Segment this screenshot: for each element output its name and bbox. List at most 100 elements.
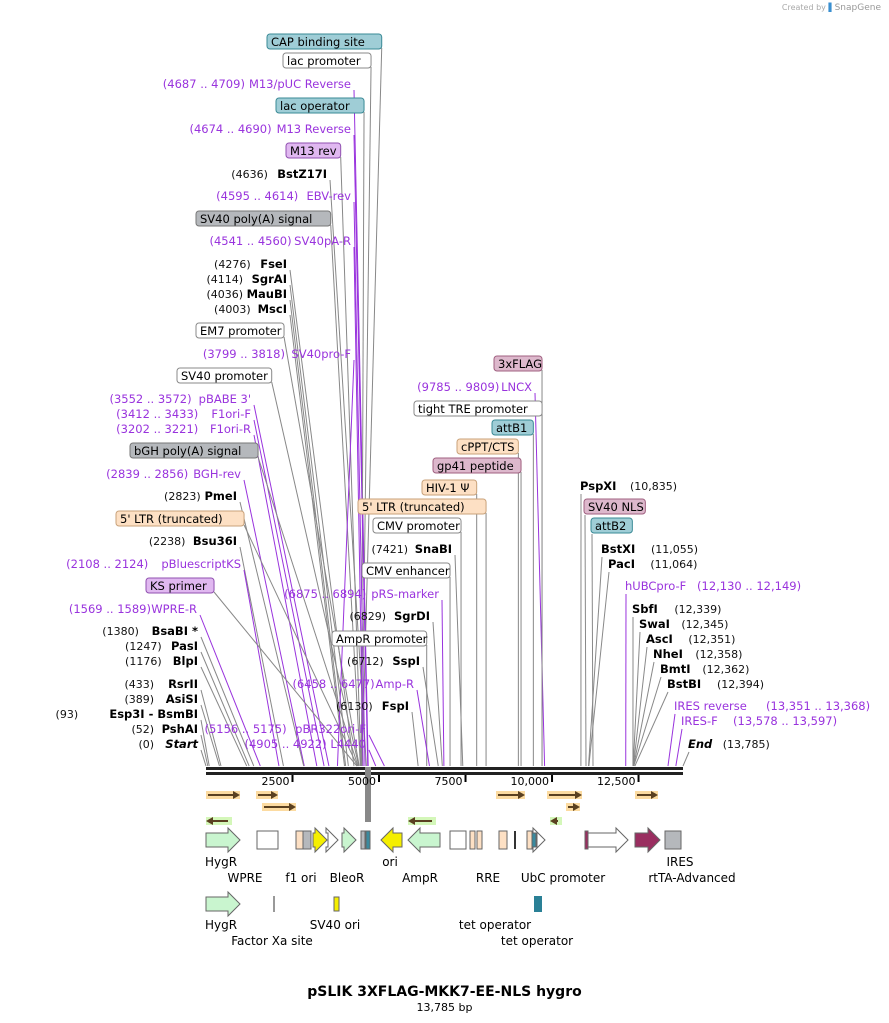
feature-label-gp41-peptide[interactable]: gp41 peptide [432,457,522,474]
enzyme-label-sspi[interactable]: SspI (6712) [347,654,420,668]
feature-label-cmv-promoter[interactable]: CMV promoter [372,517,462,534]
gp41-feature[interactable] [514,831,516,849]
feature-label-lac-promoter[interactable]: lac promoter [282,52,372,69]
enzyme-label-swai[interactable]: SwaI (12,345) [639,617,728,631]
primer-label-ires-f[interactable]: IRES-F (13,578 .. 13,597) [681,714,837,728]
sv40-promoter-feature[interactable] [312,826,328,854]
enzyme-label-bstxi[interactable]: BstXI (11,055) [601,542,698,556]
enzyme-label-sgrdi[interactable]: SgrDI (6829) [349,609,430,623]
enzyme-label-bstz17i[interactable]: BstZ17I (4636) [231,167,327,181]
enzyme-label-maubi[interactable]: MauBI (4036) [206,287,287,301]
primer-label-f1ori-f[interactable]: F1ori-F (3412 .. 3433) [116,407,251,421]
enzyme-label-bsu36i[interactable]: Bsu36I (2238) [149,534,237,548]
enzyme-label-fsei[interactable]: FseI (4276) [214,257,287,271]
enzyme-label-pmei[interactable]: PmeI (2823) [164,489,237,503]
primer-label-wpre-r[interactable]: WPRE-R(1569 .. 1589) [69,602,197,616]
primer-label-hubcpro-f[interactable]: hUBCpro-F (12,130 .. 12,149) [625,579,801,593]
feature-label-sv40-promoter[interactable]: SV40 promoter [176,367,273,384]
feature-label-5-ltr-truncated[interactable]: 5' LTR (truncated) [115,510,245,527]
em7-feature[interactable] [325,826,339,854]
orf-arrow[interactable] [550,817,562,825]
primer-label-amp-r[interactable]: Amp-R(6458 .. 6477) [293,677,414,691]
enzyme-label-paci[interactable]: PacI (11,064) [608,557,697,571]
primer-label-f1ori-r[interactable]: F1ori-R (3202 .. 3221) [116,422,251,436]
orf-arrow[interactable] [262,803,296,811]
feature-label-5-ltr-truncated[interactable]: 5' LTR (truncated) [357,498,487,515]
f1-ori-feature[interactable] [302,830,312,850]
orf-arrow[interactable] [635,791,658,799]
enzyme-label-asisi[interactable]: AsiSI (389) [124,692,198,706]
enzyme-label-bmti[interactable]: BmtI (12,362) [660,662,749,676]
orf-arrow[interactable] [256,791,278,799]
enzyme-label-nhei[interactable]: NheI (12,358) [653,647,742,661]
ubc-promoter-feature[interactable] [587,826,629,854]
primer-label-sv40pa-r[interactable]: SV40pA-R(4541 .. 4560) [209,234,351,248]
orf-arrow[interactable] [496,791,525,799]
feature-label-attb2[interactable]: attB2 [590,517,633,534]
enzyme-label-pshai[interactable]: PshAI (52) [131,722,198,736]
hiv-psi-feature[interactable] [476,830,483,850]
primer-label-ires-reverse[interactable]: IRES reverse (13,351 .. 13,368) [674,699,870,713]
polya-feature[interactable] [360,830,366,850]
orf-arrow[interactable] [206,791,240,799]
feature-label-ampr-promoter[interactable]: AmpR promoter [331,630,428,647]
primer-label-prs-marker[interactable]: pRS-marker (6875 .. 6894) [284,587,439,601]
feature-label-m13-rev[interactable]: M13 rev [285,142,342,159]
enzyme-label-rsrii[interactable]: RsrII (433) [124,677,198,691]
orf-arrow[interactable] [547,791,582,799]
enzyme-label-snabi[interactable]: SnaBI (7421) [371,542,452,556]
wpre-feature[interactable] [256,830,279,850]
primer-label-pbr322ori-f[interactable]: pBR322ori-F (5156 .. 5175) [204,722,366,736]
enzyme-label-msci[interactable]: MscI (4003) [214,302,287,316]
enzyme-label-fspi[interactable]: FspI (6130) [336,699,409,713]
cmv-feature[interactable] [449,830,467,850]
enzyme-label-sbfi[interactable]: SbfI (12,339) [632,602,721,616]
ampr-feature[interactable] [407,826,441,854]
feature-label-cap-binding-site[interactable]: CAP binding site [266,33,383,50]
feature-label-cmv-enhancer[interactable]: CMV enhancer [361,562,451,579]
enzyme-label-start[interactable]: Start (0) [138,737,198,751]
orf-arrow[interactable] [408,817,436,825]
enzyme-label-bsabi[interactable]: BsaBI * (1380) [102,624,198,638]
feature-label-3xflag[interactable]: 3xFLAG [493,355,543,372]
orf-arrow[interactable] [206,817,232,825]
bleor-feature[interactable] [341,826,357,854]
enzyme-label-pspxi[interactable]: PspXI (10,835) [580,479,677,493]
feature-label-hiv-1[interactable]: HIV-1 Ψ [421,479,478,496]
feature-label-lac-operator[interactable]: lac operator [275,97,365,114]
rre-feature[interactable] [498,830,508,850]
tet-operator-feature[interactable] [534,896,542,912]
enzyme-label-blpi[interactable]: BlpI (1176) [125,654,198,668]
feature-label-sv40-nls[interactable]: SV40 NLS [583,498,646,515]
primer-label-l4440[interactable]: L4440(4905 .. 4922) [245,737,366,751]
enzyme-label-asci[interactable]: AscI (12,351) [646,632,735,646]
hygr-feature[interactable] [205,826,241,854]
rttA-feature[interactable] [634,826,661,854]
enzyme-label-esp3i-bsmbi[interactable]: Esp3I - BsmBI (93) [56,707,198,721]
primer-label-ebv-rev[interactable]: EBV-rev (4595 .. 4614) [216,189,351,203]
enzyme-label-pasi[interactable]: PasI (1247) [125,639,198,653]
enzyme-label-bstbi[interactable]: BstBI (12,394) [667,677,764,691]
primer-label-m13-puc-reverse[interactable]: M13/pUC Reverse (4687 .. 4709) [163,77,351,91]
feature-label-ks-primer[interactable]: KS primer [145,577,215,594]
primer-label-m13-reverse[interactable]: M13 Reverse (4674 .. 4690) [189,122,351,136]
primer-label-pbluescriptks[interactable]: pBluescriptKS (2108 .. 2124) [66,557,241,571]
ori-feature[interactable] [380,826,403,854]
tre-promoter-feature[interactable] [532,826,546,854]
feature-label-cppt-cts[interactable]: cPPT/CTS [456,438,519,455]
primer-label-pbabe-3[interactable]: pBABE 3' (3552 .. 3572) [109,392,251,406]
lac-feature[interactable] [365,830,371,850]
hygr-feature-2[interactable] [205,890,241,918]
primer-label-bgh-rev[interactable]: BGH-rev (2839 .. 2856) [106,467,241,481]
enzyme-label-sgrai[interactable]: SgrAI (4114) [206,272,287,286]
feature-label-bgh-poly-a-signal[interactable]: bGH poly(A) signal [129,442,259,459]
primer-label-lncx[interactable]: LNCX(9785 .. 9809) [417,380,532,394]
primer-label-sv40pro-f[interactable]: SV40pro-F (3799 .. 3818) [203,347,351,361]
ltr2-feature[interactable] [469,830,476,850]
cppt-feature[interactable] [526,830,533,850]
ires-feature[interactable] [664,830,682,850]
feature-label-attb1[interactable]: attB1 [491,419,534,436]
feature-label-em7-promoter[interactable]: EM7 promoter [195,322,285,339]
tre-feature[interactable] [531,830,537,850]
ltr-feature[interactable] [295,830,304,850]
